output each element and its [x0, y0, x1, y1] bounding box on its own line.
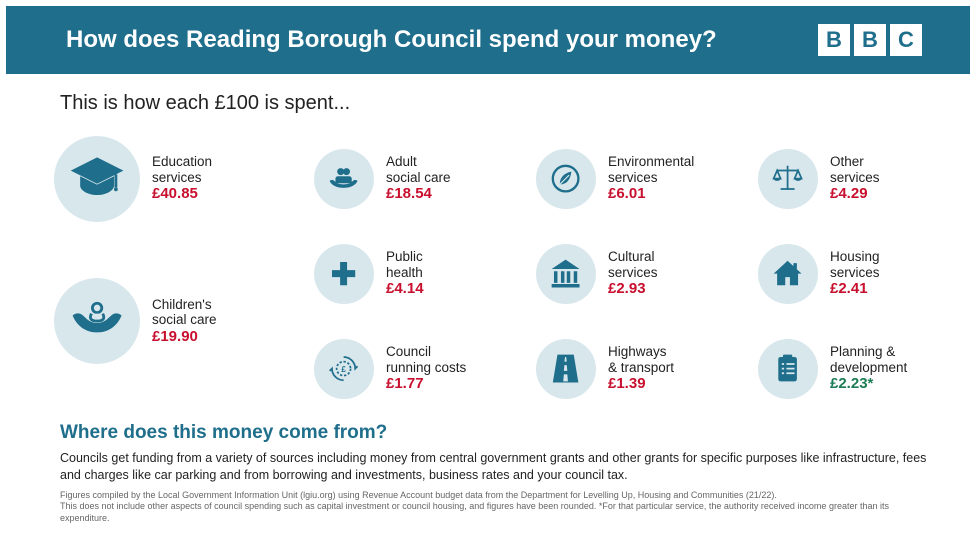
item-value: £40.85 — [152, 185, 212, 202]
medical-cross-icon — [314, 244, 374, 304]
header-bar: How does Reading Borough Council spend y… — [6, 6, 970, 74]
item-running-costs: £ Councilrunning costs £1.77 — [314, 339, 536, 399]
item-value: £18.54 — [386, 185, 451, 202]
footer-heading: Where does this money come from? — [60, 422, 930, 444]
item-value: £4.29 — [830, 185, 880, 202]
item-value: £4.14 — [386, 280, 424, 297]
bbc-logo: B B C — [818, 24, 922, 56]
item-housing: Housingservices £2.41 — [758, 244, 976, 304]
item-label: Publichealth — [386, 249, 424, 280]
header-title: How does Reading Borough Council spend y… — [66, 26, 717, 54]
bbc-logo-b1: B — [818, 24, 850, 56]
cycle-pound-icon: £ — [314, 339, 374, 399]
item-highways: Highways& transport £1.39 — [536, 339, 758, 399]
scales-icon — [758, 149, 818, 209]
item-environmental: Environmentalservices £6.01 — [536, 149, 758, 209]
item-cultural: Culturalservices £2.93 — [536, 244, 758, 304]
item-label: Culturalservices — [608, 249, 658, 280]
spending-grid: Educationservices £40.85 Adultsocial car… — [0, 123, 976, 416]
item-value: £2.93 — [608, 280, 658, 297]
item-label: Otherservices — [830, 154, 880, 185]
clipboard-icon — [758, 339, 818, 399]
item-label: Environmentalservices — [608, 154, 694, 185]
leaf-icon — [536, 149, 596, 209]
item-label: Housingservices — [830, 249, 880, 280]
bbc-logo-c: C — [890, 24, 922, 56]
item-label: Children'ssocial care — [152, 297, 217, 328]
footer: Where does this money come from? Council… — [0, 416, 976, 525]
item-label: Adultsocial care — [386, 154, 451, 185]
item-education: Educationservices £40.85 — [54, 136, 314, 222]
child-in-hands-icon — [54, 278, 140, 364]
item-value: £1.39 — [608, 375, 674, 392]
item-value: £2.41 — [830, 280, 880, 297]
road-icon — [536, 339, 596, 399]
footer-fineprint-2: This does not include other aspects of c… — [60, 501, 930, 524]
footer-body: Councils get funding from a variety of s… — [60, 450, 930, 484]
item-label: Educationservices — [152, 154, 212, 185]
caring-hands-icon — [314, 149, 374, 209]
item-value: £2.23* — [830, 375, 907, 392]
footer-fineprint-1: Figures compiled by the Local Government… — [60, 490, 930, 502]
item-value: £19.90 — [152, 328, 217, 345]
item-other-services: Otherservices £4.29 — [758, 149, 976, 209]
item-label: Planning &development — [830, 344, 907, 375]
bbc-logo-b2: B — [854, 24, 886, 56]
item-planning: Planning &development £2.23* — [758, 339, 976, 399]
item-adult-social-care: Adultsocial care £18.54 — [314, 149, 536, 209]
museum-icon — [536, 244, 596, 304]
item-childrens-social-care: Children'ssocial care £19.90 — [54, 278, 314, 364]
svg-text:£: £ — [342, 365, 347, 374]
subtitle: This is how each £100 is spent... — [0, 74, 976, 123]
house-icon — [758, 244, 818, 304]
item-value: £6.01 — [608, 185, 694, 202]
mortarboard-icon — [54, 136, 140, 222]
item-label: Highways& transport — [608, 344, 674, 375]
item-label: Councilrunning costs — [386, 344, 466, 375]
item-value: £1.77 — [386, 375, 466, 392]
item-public-health: Publichealth £4.14 — [314, 244, 536, 304]
